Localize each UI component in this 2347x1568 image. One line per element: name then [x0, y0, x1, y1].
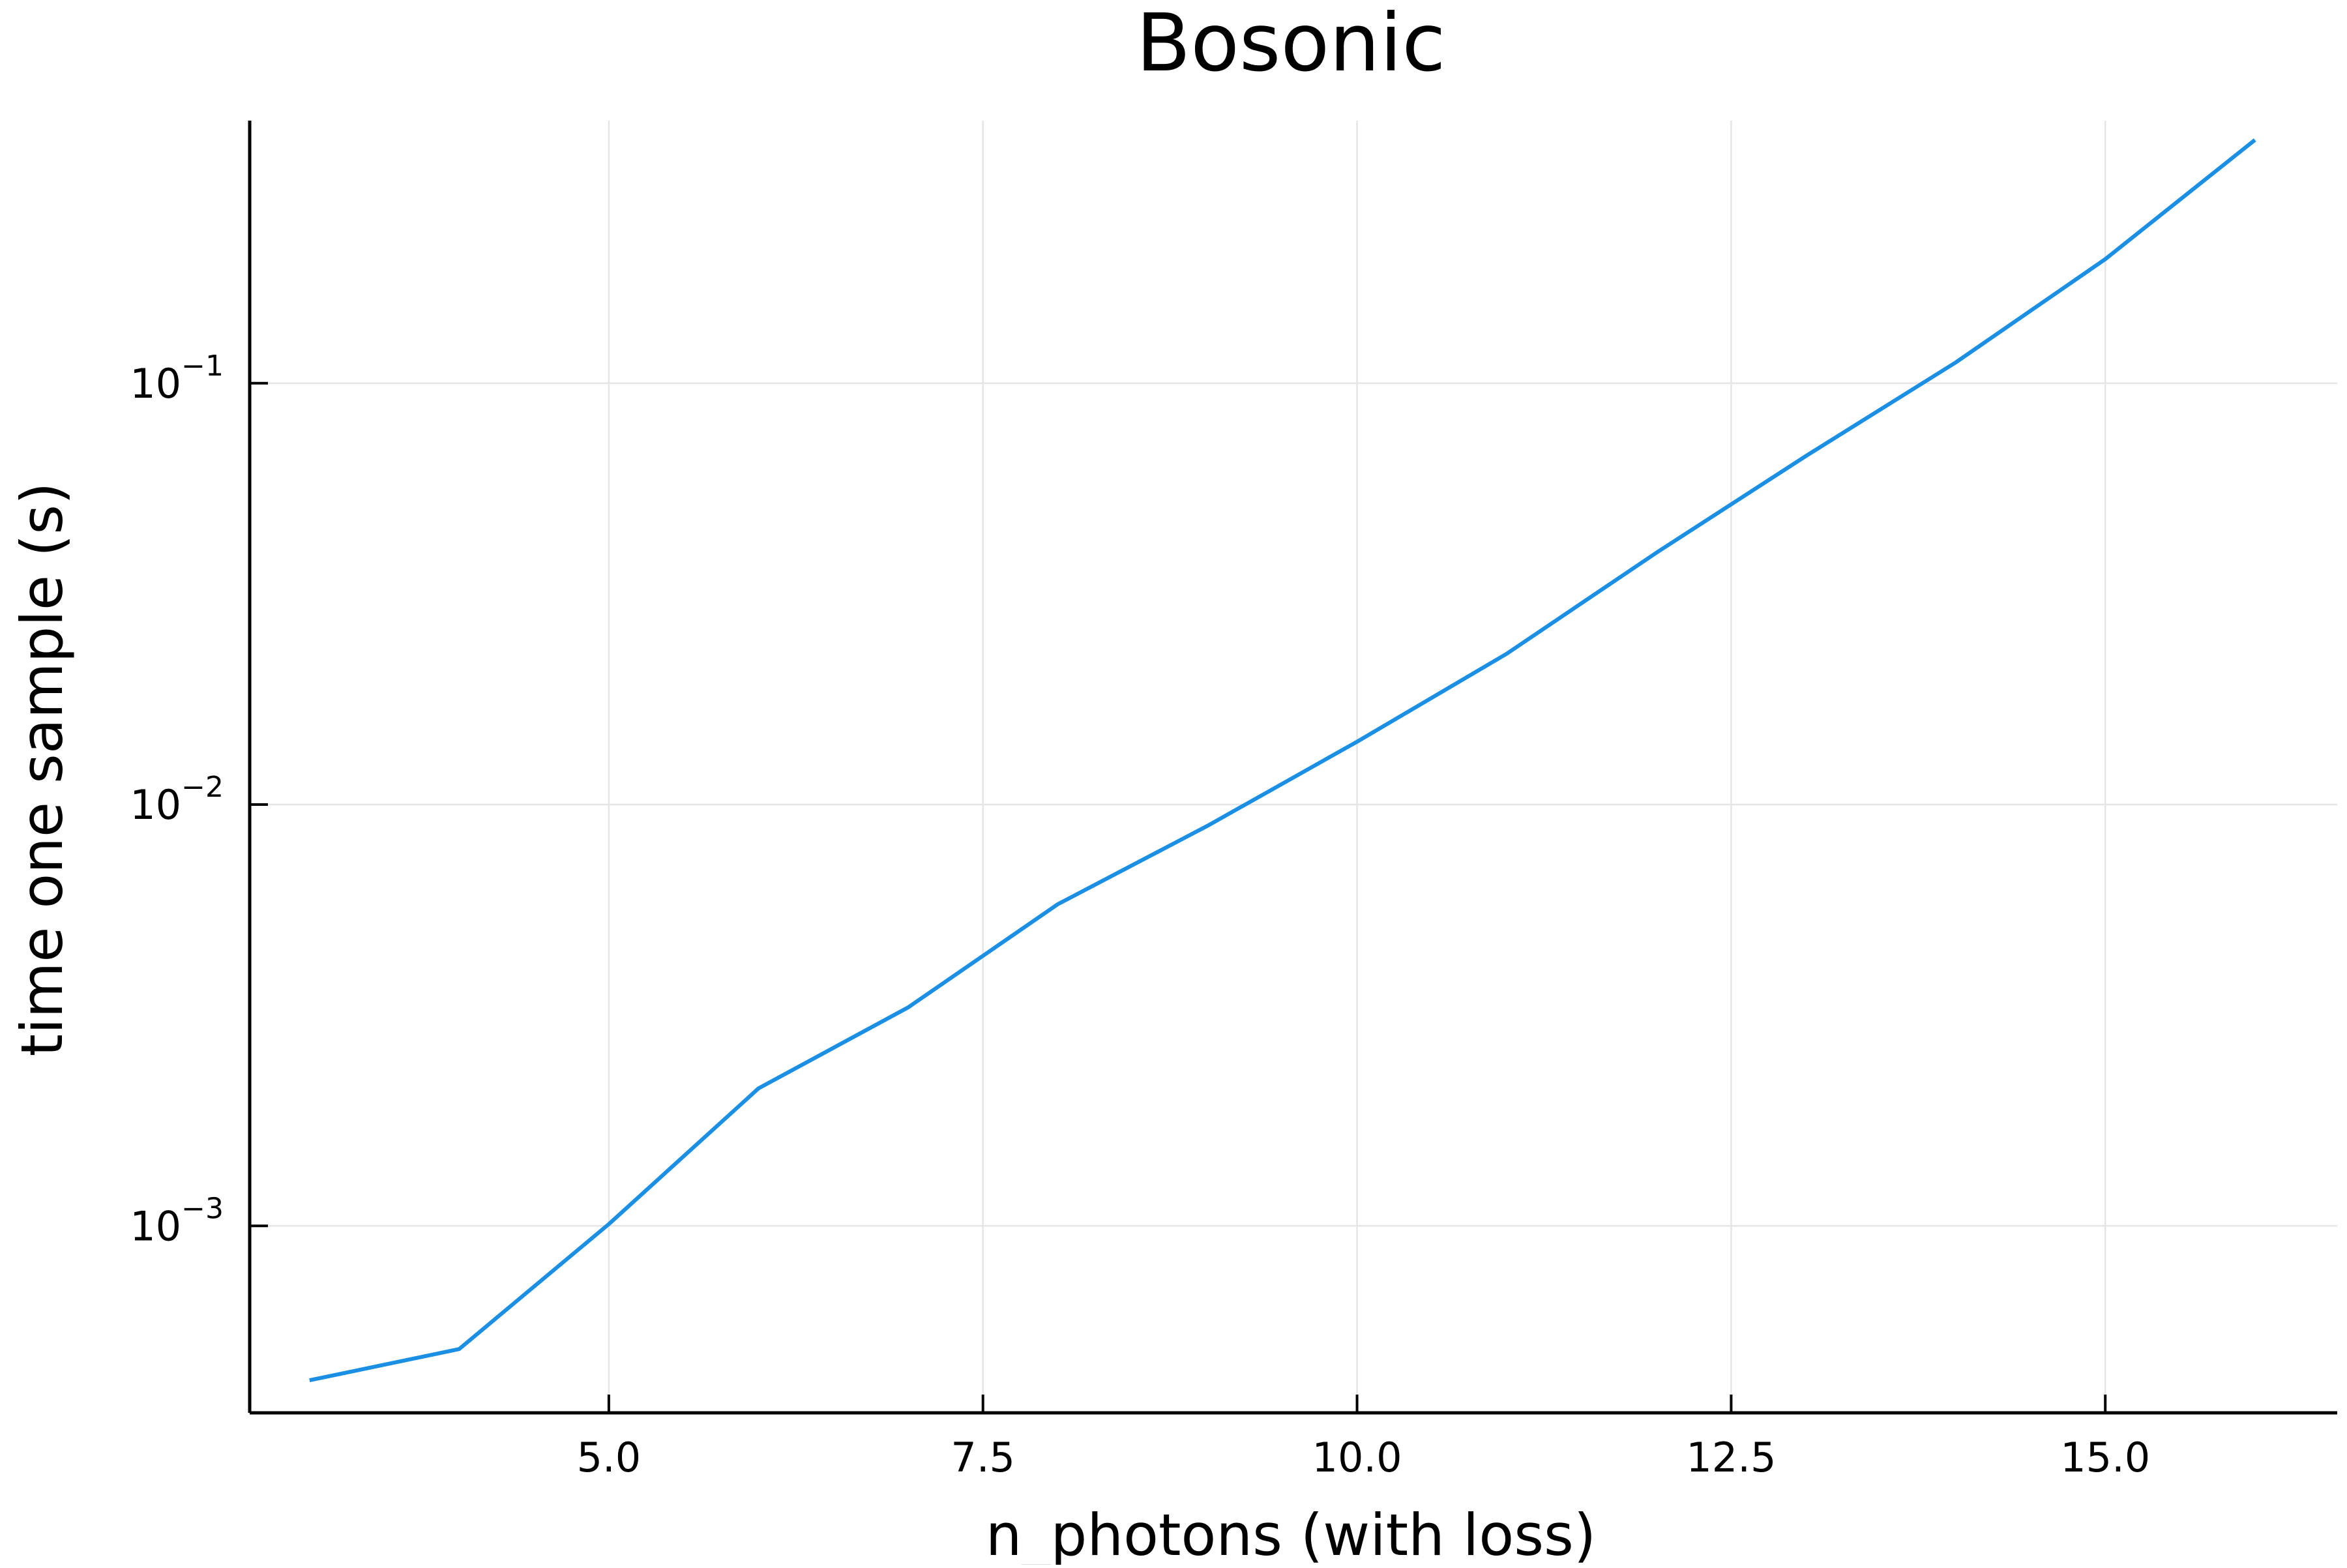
- axis-layer: [248, 121, 2337, 1415]
- data-point: [309, 1380, 310, 1381]
- y-tick-base: 10: [130, 360, 181, 407]
- data-point: [1207, 825, 1208, 826]
- x-tick-label: 15.0: [2060, 1434, 2150, 1481]
- x-tick-label: 5.0: [577, 1434, 642, 1481]
- y-tick-base: 10: [130, 781, 181, 829]
- y-tick-label: 10−3: [130, 1192, 224, 1250]
- series-layer: [309, 138, 2256, 1383]
- y-axis-label: time one sample (s): [8, 482, 76, 1057]
- y-tick-label: 10−2: [130, 771, 224, 829]
- x-tick-label: 10.0: [1312, 1434, 1402, 1481]
- data-point: [1656, 552, 1657, 553]
- grid-layer: [250, 121, 2337, 1413]
- x-axis-label: n_photons (with loss): [986, 1501, 1597, 1565]
- y-tick-label: 10−1: [130, 349, 224, 407]
- data-point: [758, 1088, 759, 1089]
- y-tick-exponent: −1: [181, 349, 224, 383]
- chart-title: Bosonic: [1136, 0, 1446, 89]
- y-tick-exponent: −3: [181, 1192, 224, 1225]
- text-layer: Bosonic n_photons (with loss) time one s…: [8, 0, 2150, 1568]
- x-tick-label: 12.5: [1686, 1434, 1776, 1481]
- y-tick-base: 10: [130, 1202, 181, 1250]
- y-tick-exponent: −2: [181, 771, 224, 804]
- series-line: [309, 138, 2256, 1383]
- data-point: [459, 1349, 460, 1350]
- x-tick-label: 7.5: [951, 1434, 1015, 1481]
